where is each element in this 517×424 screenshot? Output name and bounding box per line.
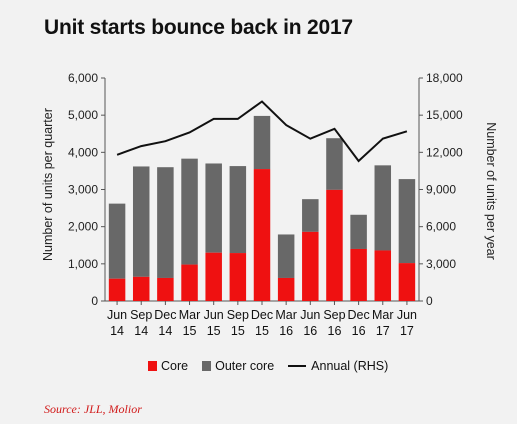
x-tick-label-year: 15 [231, 324, 245, 338]
bar-core [108, 278, 126, 301]
x-tick-label-year: 14 [110, 324, 124, 338]
x-tick-label-month: Jun [107, 308, 127, 322]
x-tick-label-year: 15 [183, 324, 197, 338]
bar-outer-core [229, 166, 247, 254]
legend-label-annual: Annual (RHS) [311, 359, 389, 373]
chart-plot: 0 1,000 2,000 3,000 4,000 5,000 6,000 0 3,000 6,0… [68, 71, 463, 338]
x-tick-label-year: 15 [207, 324, 221, 338]
y-right-tick-label: 9,000 [426, 183, 456, 197]
bar-core [350, 248, 367, 301]
y-right-tick-label: 15,000 [426, 108, 463, 122]
bar-outer-core [181, 158, 198, 265]
bar-outer-core [277, 234, 295, 278]
bar-outer-core [326, 138, 343, 190]
bar-outer-core [108, 203, 126, 279]
y-right-tick-label: 12,000 [426, 145, 463, 159]
y-left-tick-label: 0 [91, 294, 98, 308]
x-tick-label-month: Dec [154, 308, 176, 322]
bar-outer-core [132, 166, 150, 277]
x-tick-label-year: 16 [328, 324, 342, 338]
x-tick-label-month: Dec [251, 308, 273, 322]
legend-label-outer-core: Outer core [215, 359, 275, 373]
x-tick-label-year: 16 [279, 324, 293, 338]
x-tick-label-month: Sep [323, 308, 345, 322]
bar-core [157, 277, 174, 301]
y-left-tick-label: 3,000 [68, 183, 98, 197]
legend-swatch-annual [288, 365, 307, 367]
y-left-tick-label: 4,000 [68, 145, 98, 159]
bar-core [253, 169, 271, 301]
bar-outer-core [253, 115, 271, 170]
bar-core [132, 276, 150, 301]
bar-core [326, 189, 343, 301]
legend-label-core: Core [161, 359, 189, 373]
bar-outer-core [350, 214, 367, 249]
line-annual [116, 100, 408, 163]
source-note: Source: JLL, Molior [44, 402, 142, 416]
x-tick-label-year: 16 [303, 324, 317, 338]
x-tick-label-month: Mar [179, 308, 201, 322]
x-tick-label-month: Jun [204, 308, 224, 322]
legend-swatch-outer-core [202, 361, 212, 371]
bar-core [302, 231, 319, 301]
y-right-tick-label: 18,000 [426, 71, 463, 85]
bar-outer-core [374, 165, 392, 251]
bar-core [398, 263, 416, 301]
x-tick-label-month: Jun [397, 308, 417, 322]
bar-core [229, 253, 247, 301]
bar-outer-core [398, 179, 416, 264]
bar-core [374, 250, 392, 301]
legend-swatch-core [148, 361, 157, 371]
y-right-tick-label: 6,000 [426, 220, 456, 234]
x-tick-label-month: Mar [372, 308, 394, 322]
legend-item-annual: Annual (RHS) [288, 359, 388, 373]
y-left-tick-label: 5,000 [68, 108, 98, 122]
x-tick-label-year: 14 [134, 324, 148, 338]
legend-item-outer-core: Outer core [202, 359, 274, 373]
y-right-tick-label: 0 [426, 294, 433, 308]
x-tick-label-month: Jun [300, 308, 320, 322]
x-tick-label-month: Dec [347, 308, 369, 322]
bar-core [181, 264, 198, 301]
bar-core [277, 277, 295, 301]
x-tick-label-year: 17 [400, 324, 414, 338]
x-tick-label-month: Sep [227, 308, 249, 322]
x-tick-label-year: 16 [352, 324, 366, 338]
y-right-tick-label: 3,000 [426, 257, 456, 271]
y-left-tick-label: 2,000 [68, 220, 98, 234]
x-tick-label-year: 15 [255, 324, 269, 338]
bar-core [205, 252, 222, 301]
legend-item-core: Core [148, 359, 188, 373]
bar-outer-core [302, 199, 319, 232]
y-left-tick-label: 6,000 [68, 71, 98, 85]
legend: Core Outer core Annual (RHS) [148, 359, 402, 373]
x-tick-label-year: 14 [158, 324, 172, 338]
bar-outer-core [205, 163, 222, 253]
x-tick-label-month: Mar [275, 308, 297, 322]
y-left-tick-label: 1,000 [68, 257, 98, 271]
bar-outer-core [157, 167, 174, 278]
x-tick-label-month: Sep [130, 308, 152, 322]
chart-title: Unit starts bounce back in 2017 [44, 16, 353, 39]
x-tick-label-year: 17 [376, 324, 390, 338]
